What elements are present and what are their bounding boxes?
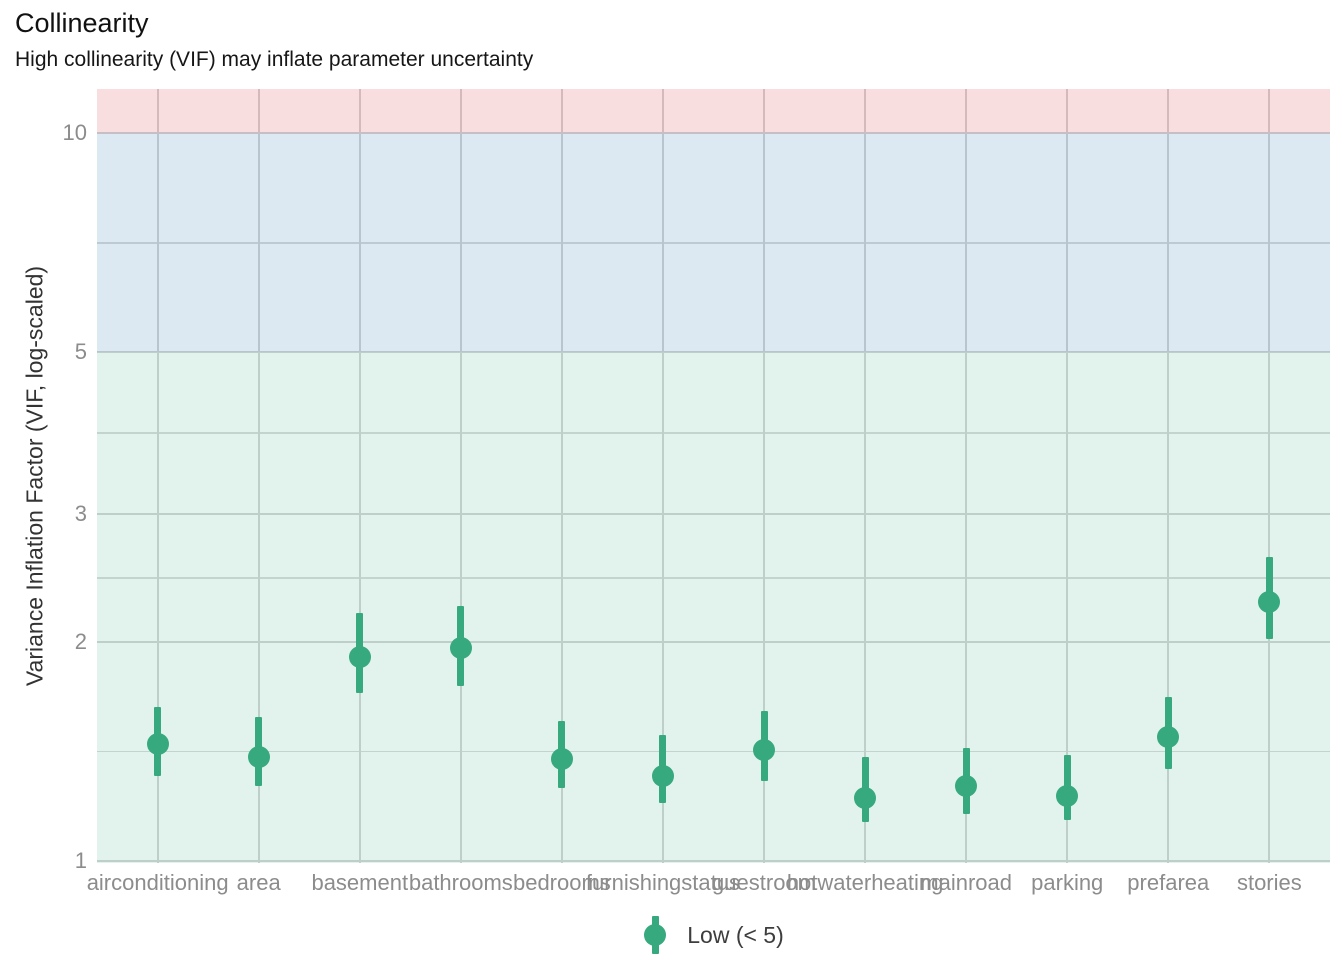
grid-line-vertical — [1268, 89, 1271, 863]
pointrange-point — [955, 774, 978, 797]
pointrange-point — [753, 739, 776, 762]
x-tick-label: bathrooms — [408, 870, 513, 895]
chart-title: Collinearity — [15, 8, 149, 38]
y-axis-title: Variance Inflation Factor (VIF, log-scal… — [21, 265, 48, 687]
pointrange-point — [1056, 784, 1079, 807]
chart-subtitle: High collinearity (VIF) may inflate para… — [15, 48, 534, 71]
grid-line-vertical — [459, 89, 462, 863]
grid-line-minor — [97, 750, 1330, 753]
grid-line-vertical — [156, 89, 159, 863]
x-tick-label: bedrooms — [512, 870, 611, 895]
y-tick-label: 5 — [74, 339, 87, 365]
grid-line-vertical — [661, 89, 664, 863]
pointrange-point — [651, 764, 674, 787]
grid-line-vertical — [965, 89, 968, 863]
vif-band-high — [97, 89, 1330, 134]
pointrange-point — [1258, 591, 1281, 614]
pointrange-point — [348, 645, 371, 668]
legend-point-icon — [644, 924, 667, 946]
pointrange-point — [1157, 726, 1180, 749]
grid-line-major — [97, 132, 1330, 135]
grid-line-major — [97, 641, 1330, 644]
grid-line-minor — [97, 577, 1330, 579]
y-tick-label: 3 — [74, 500, 87, 526]
y-tick-label: 2 — [74, 629, 87, 655]
x-tick-label: area — [236, 870, 281, 895]
y-tick-label: 10 — [62, 120, 87, 146]
grid-line-minor — [97, 242, 1330, 244]
grid-line-vertical — [257, 89, 260, 863]
legend-pointrange-icon — [643, 913, 667, 957]
x-tick-label: hotwaterheating — [786, 870, 944, 895]
grid-line-major — [97, 351, 1330, 354]
pointrange-point — [449, 637, 472, 660]
plot-panel — [97, 89, 1330, 863]
grid-line-minor — [97, 432, 1330, 434]
grid-line-vertical — [560, 89, 563, 863]
grid-line-vertical — [358, 89, 361, 863]
grid-line-major — [97, 860, 1330, 863]
vif-band-moderate — [97, 133, 1330, 353]
legend-label: Low (< 5) — [687, 921, 784, 948]
pointrange-point — [247, 746, 270, 769]
pointrange-point — [550, 748, 573, 771]
x-tick-label: parking — [1031, 870, 1104, 895]
grid-line-vertical — [1167, 89, 1170, 863]
x-tick-label: airconditioning — [86, 870, 229, 895]
y-tick-label: 1 — [74, 848, 87, 874]
x-tick-label: furnishingstatus — [585, 870, 740, 895]
x-tick-label: basement — [311, 870, 409, 895]
pointrange-point — [854, 787, 877, 810]
pointrange-point — [146, 732, 169, 755]
grid-line-vertical — [1066, 89, 1069, 863]
x-tick-label: guestroom — [712, 870, 817, 895]
vif-band-low — [97, 352, 1330, 863]
grid-line-vertical — [763, 89, 766, 863]
grid-line-major — [97, 512, 1330, 515]
x-tick-label: stories — [1236, 870, 1302, 895]
grid-line-vertical — [864, 89, 867, 863]
legend: Low (< 5) — [97, 910, 1330, 960]
x-tick-label: mainroad — [920, 870, 1013, 895]
x-tick-label: prefarea — [1127, 870, 1210, 895]
